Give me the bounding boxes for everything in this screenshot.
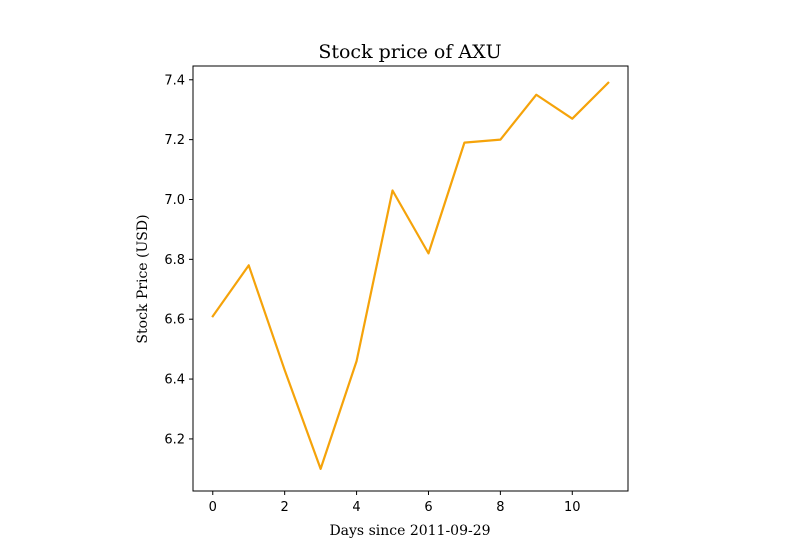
y-tick-label: 6.6	[164, 313, 185, 328]
x-tick-label: 0	[209, 500, 217, 515]
y-tick-label: 7.4	[164, 73, 185, 88]
x-tick-label: 4	[352, 500, 360, 515]
x-tick-label: 2	[281, 500, 289, 515]
y-tick-label: 6.4	[164, 373, 185, 388]
y-tick-label: 7.2	[164, 133, 185, 148]
axis-ticks: 0 2 4 6 8 10 6.2 6.4 6.6 6.8 7.0 7.2 7.4	[164, 73, 580, 515]
y-tick-label: 7.0	[164, 193, 185, 208]
plot-area-frame	[192, 65, 629, 492]
x-tick-label: 8	[496, 500, 504, 515]
y-tick-label: 6.8	[164, 253, 185, 268]
x-tick-label: 6	[424, 500, 432, 515]
y-tick-label: 6.2	[164, 432, 185, 447]
x-tick-label: 10	[564, 500, 581, 515]
y-axis-label: Stock Price (USD)	[135, 214, 151, 343]
series-layer	[211, 81, 610, 470]
chart-title: Stock price of AXU	[318, 41, 501, 63]
series-line	[211, 81, 610, 470]
x-axis-label: Days since 2011-09-29	[329, 523, 490, 539]
